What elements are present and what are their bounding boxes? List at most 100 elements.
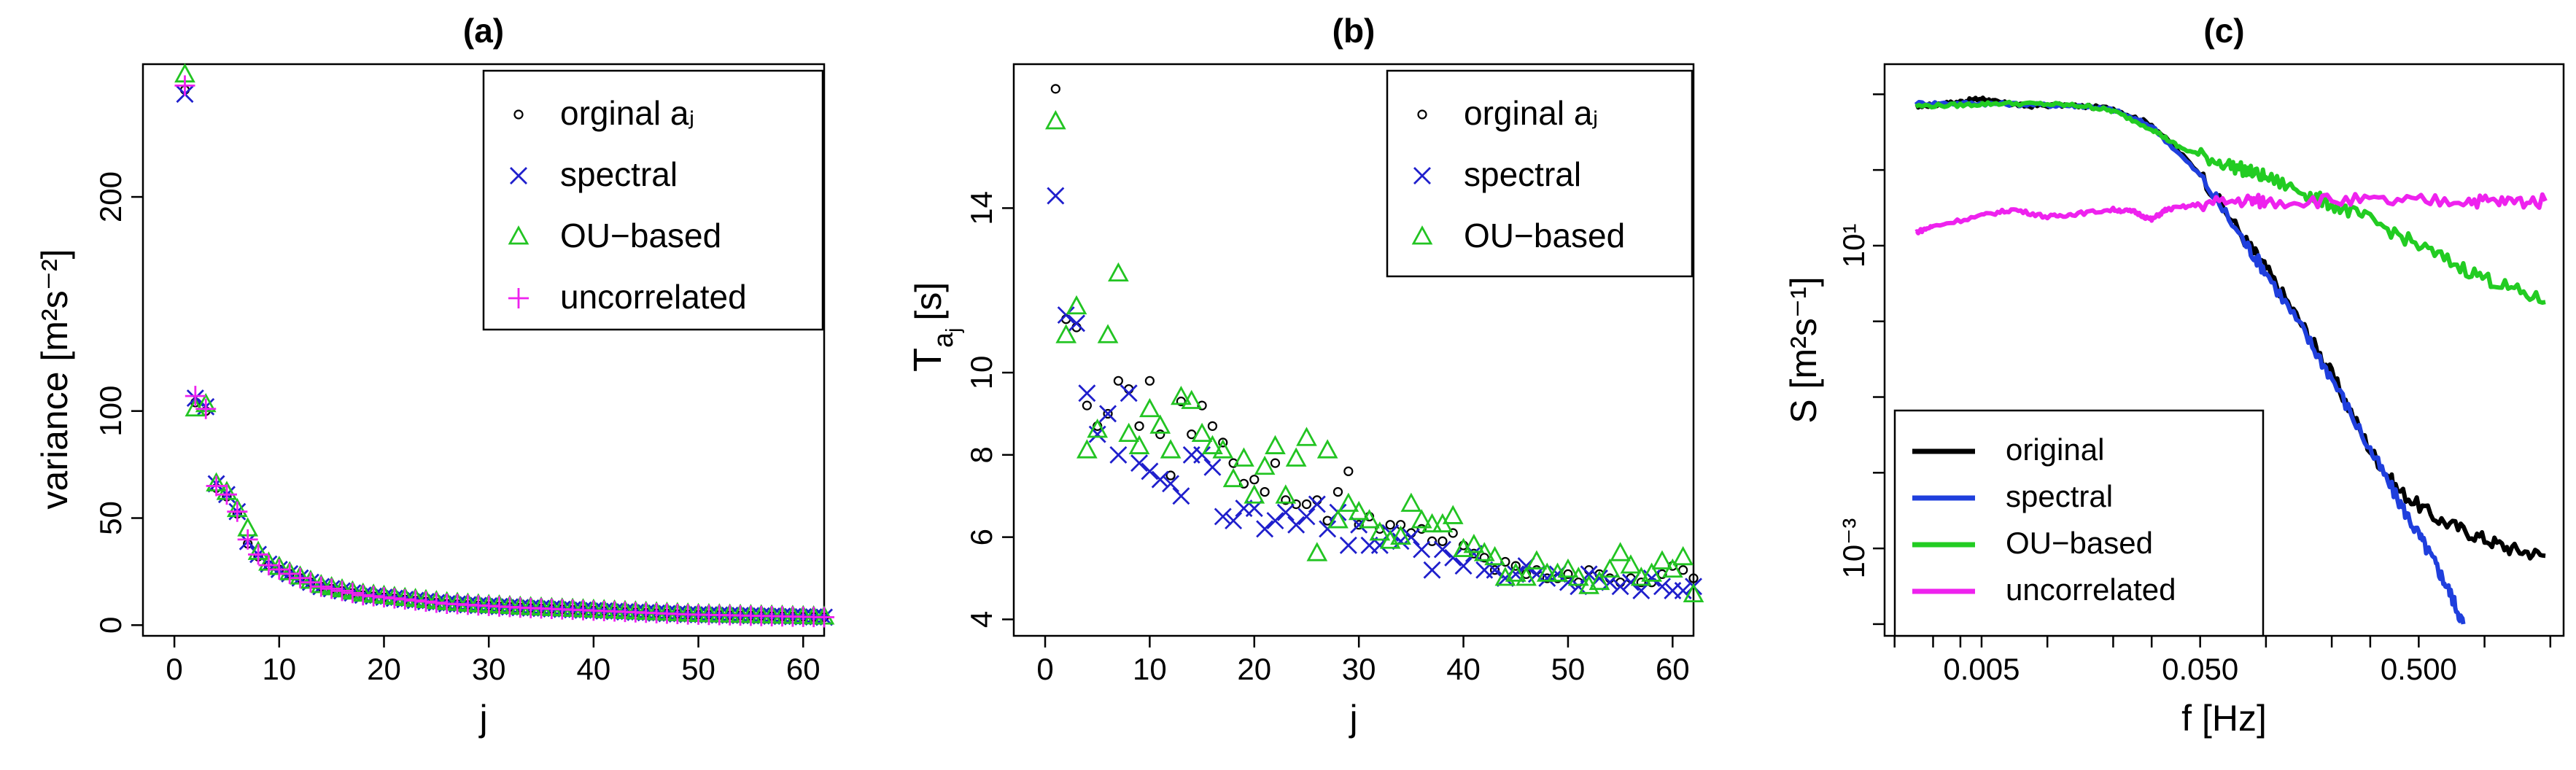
data-point: [1044, 110, 1066, 130]
data-point: [1109, 446, 1128, 464]
data-point: [1088, 425, 1106, 443]
data-point: [1207, 421, 1218, 431]
legend-label: OU−based: [2006, 526, 2153, 560]
y-tick-label: 10: [964, 356, 998, 390]
data-point: [1636, 578, 1646, 588]
data-point: [1134, 421, 1144, 431]
data-point: [1275, 484, 1297, 504]
data-point: [405, 590, 426, 611]
data-point: [1505, 562, 1526, 582]
y-tick-label: 200: [93, 171, 128, 222]
data-point: [1454, 557, 1473, 575]
data-point: [1297, 508, 1316, 526]
data-point: [1319, 520, 1337, 538]
data-point: [1463, 533, 1485, 553]
y-tick-label: 8: [964, 446, 998, 463]
y-axis-label-subsub: j: [942, 328, 964, 333]
data-point: [1489, 565, 1500, 575]
data-point: [300, 572, 321, 593]
data-point: [1421, 513, 1443, 533]
data-point: [1291, 499, 1301, 510]
legend-label: orginal aⱼ: [560, 94, 695, 132]
data-point: [1087, 419, 1109, 438]
data-point: [1516, 567, 1537, 586]
data-point: [1332, 486, 1343, 497]
series-line: [1914, 99, 2546, 305]
data-point: [1567, 567, 1589, 586]
legend-marker: [508, 288, 529, 308]
data-point: [426, 592, 447, 613]
data-point: [1411, 509, 1432, 529]
legend-box: [1893, 409, 2265, 637]
data-point: [1413, 540, 1431, 559]
data-point: [1369, 521, 1391, 541]
data-point: [1688, 573, 1699, 583]
data-point: [1130, 454, 1149, 472]
data-point: [373, 587, 395, 608]
y-axis-label: variance [m²s⁻²]: [34, 249, 75, 509]
legend-label: uncorrelated: [2006, 572, 2176, 607]
data-point: [1296, 427, 1317, 446]
data-point: [1536, 562, 1558, 582]
data-point: [1233, 447, 1254, 467]
data-point: [185, 386, 206, 407]
data-point: [1423, 561, 1441, 579]
plot-frame: [141, 63, 826, 637]
data-point: [1442, 505, 1464, 524]
y-tick-label: 10¹: [1836, 224, 1871, 268]
y-axis-label-unit: [s]: [908, 282, 949, 321]
data-point: [1308, 495, 1326, 513]
panel-title: (a): [463, 12, 504, 50]
data-point: [1181, 389, 1203, 409]
data-point: [1155, 429, 1165, 440]
data-point: [342, 583, 363, 604]
data-point: [227, 501, 248, 522]
legend-label: original: [2006, 432, 2104, 467]
y-tick-label: 0: [93, 617, 128, 634]
data-point: [1099, 405, 1117, 423]
legend-box: [1386, 69, 1694, 278]
data-point: [1402, 528, 1420, 546]
data-point: [1254, 455, 1276, 475]
legend-marker: [510, 167, 527, 184]
data-point: [1444, 548, 1462, 567]
x-tick-label: 60: [1656, 652, 1690, 686]
data-point: [363, 586, 384, 607]
x-tick-label: 0: [166, 652, 182, 686]
data-point: [1068, 314, 1086, 332]
data-point: [248, 544, 269, 565]
y-axis-label-sub: a: [928, 332, 959, 348]
data-point: [1193, 446, 1211, 464]
x-tick-label: 30: [1342, 652, 1376, 686]
data-point: [237, 529, 258, 550]
data-point: [1276, 503, 1295, 521]
y-tick-label: 4: [964, 611, 998, 628]
data-point: [1120, 384, 1138, 402]
y-tick-label: 6: [964, 529, 998, 545]
data-point: [1225, 512, 1243, 530]
data-point: [1484, 545, 1505, 566]
legend-label: spectral: [2006, 479, 2113, 513]
x-tick-label: 60: [786, 652, 820, 686]
data-point: [1359, 509, 1380, 529]
data-point: [174, 75, 195, 96]
data-point: [1448, 528, 1458, 538]
data-point: [1171, 385, 1192, 405]
data-point: [1266, 512, 1284, 530]
x-tick-label: 40: [577, 652, 611, 686]
data-point: [1339, 536, 1357, 554]
data-point: [1172, 487, 1190, 505]
data-point: [1187, 429, 1197, 440]
legend-marker: [1411, 225, 1433, 245]
panel-a: (a) 0 10 20 30 40 50 60 0 50 100 200 j variance [m²s⁻…: [34, 12, 835, 739]
legend-box: [482, 69, 824, 331]
legend-label: spectral: [1464, 155, 1581, 193]
data-point: [1222, 467, 1244, 488]
data-point: [1214, 508, 1232, 526]
data-point: [1563, 569, 1573, 579]
legend-marker: [508, 225, 529, 245]
data-point: [1338, 492, 1359, 512]
y-tick-label: 14: [964, 191, 998, 225]
y-tick-label: 50: [93, 501, 128, 535]
